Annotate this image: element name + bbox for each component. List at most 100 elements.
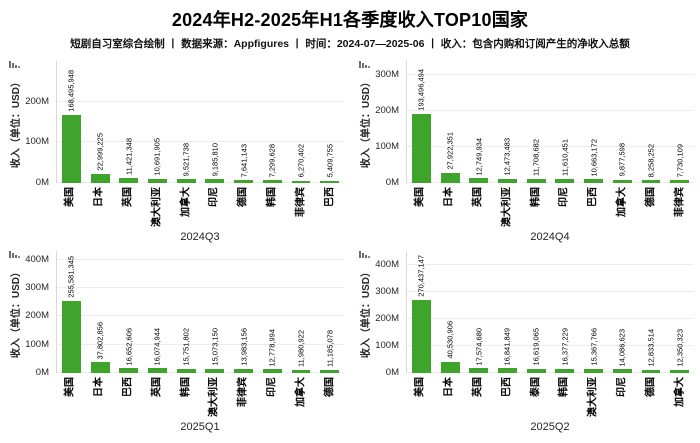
category-label-加拿大: 加拿大 xyxy=(674,377,686,407)
quarter-label: 2025Q1 xyxy=(180,421,220,433)
category-slot: 美国 xyxy=(56,375,85,419)
category-label-德国: 德国 xyxy=(237,187,249,207)
category-label-澳大利亚: 澳大利亚 xyxy=(501,187,513,227)
quarter-label: 2024Q3 xyxy=(180,231,220,243)
mini-dot xyxy=(18,66,20,68)
bar-德国 xyxy=(320,369,340,373)
bar-value-label: 11,421,348 xyxy=(124,138,134,176)
bar-美国 xyxy=(61,300,81,373)
bar-加拿大 xyxy=(670,369,690,373)
y-ticks: 0M 100M 200M 300M 400M xyxy=(350,251,402,377)
bar-英国 xyxy=(469,368,489,373)
y-tick-label: 200M xyxy=(375,105,399,117)
bars-row: 255,581,345 37,802,856 16,652,606 16,074,94… xyxy=(57,251,344,373)
mini-dot xyxy=(368,256,370,258)
y-ticks: 0M 100M 200M 300M 400M xyxy=(0,251,52,378)
bar-slot: 10,663,172 xyxy=(579,61,608,183)
category-label-韩国: 韩国 xyxy=(180,377,192,397)
bar-slot: 27,922,351 xyxy=(436,61,465,183)
bar-泰国 xyxy=(526,368,546,373)
bar-value-label: 9,521,738 xyxy=(181,142,191,177)
bar-slot: 16,377,229 xyxy=(551,251,580,373)
category-label-巴西: 巴西 xyxy=(122,377,134,397)
bar-value-label: 11,185,078 xyxy=(325,329,335,367)
category-label-巴西: 巴西 xyxy=(501,377,513,397)
page-subtitle: 短剧自习室综合绘制 丨 数据来源：Appfigures 丨 时间：2024-07… xyxy=(70,38,630,50)
bar-英国 xyxy=(147,368,167,373)
plot-area-2024Q4: 193,496,494 27,922,351 12,749,934 12,473,48… xyxy=(406,61,694,183)
bar-value-label: 6,270,402 xyxy=(296,144,306,178)
y-tick-label: 0M xyxy=(385,367,399,378)
bar-value-label: 27,922,351 xyxy=(445,132,455,170)
y-axis-spine xyxy=(56,61,57,183)
bar-value-label: 12,833,514 xyxy=(646,328,656,367)
gridline xyxy=(56,343,344,345)
y-tick-label: 0M xyxy=(385,177,399,188)
mini-bar xyxy=(15,65,17,68)
gridline xyxy=(56,141,344,143)
bar-value-label: 11,610,451 xyxy=(560,138,570,176)
bar-slot: 22,999,225 xyxy=(86,61,115,183)
category-slot: 日本 xyxy=(435,375,464,419)
bar-slot: 11,980,922 xyxy=(287,251,316,373)
mini-bar-chart-icon xyxy=(9,59,21,68)
bar-slot: 11,421,348 xyxy=(114,61,143,183)
y-tick-label: 0M xyxy=(35,367,49,378)
bars-row: 193,496,494 27,922,351 12,749,934 12,473,48… xyxy=(407,61,694,183)
subplot-2025Q1: 收入（单位：USD） 255,581,345 37,802,856 16,652,60… xyxy=(0,245,350,443)
y-tick-label: 100M xyxy=(375,141,399,153)
bar-美国 xyxy=(411,299,431,373)
category-label-英国: 英国 xyxy=(472,187,484,207)
bar-日本 xyxy=(440,173,460,183)
bar-value-label: 15,367,766 xyxy=(589,328,599,366)
y-tick-label: 100M xyxy=(25,136,49,148)
bar-slot: 9,185,810 xyxy=(201,61,230,183)
gridline xyxy=(406,344,694,346)
gridline xyxy=(406,110,694,112)
gridline xyxy=(56,258,344,260)
category-slot: 巴西 xyxy=(315,185,344,229)
bar-slot: 270,437,147 xyxy=(407,251,436,373)
bar-slot: 14,086,623 xyxy=(608,251,637,373)
bar-韩国 xyxy=(555,368,575,373)
bar-slot: 9,521,738 xyxy=(172,61,201,183)
bar-value-label: 16,652,606 xyxy=(124,327,134,366)
y-tick-label: 300M xyxy=(25,281,49,293)
bar-slot: 8,258,252 xyxy=(637,61,666,183)
y-tick-label: 200M xyxy=(375,312,399,324)
bar-韩国 xyxy=(526,178,546,183)
category-label-澳大利亚: 澳大利亚 xyxy=(587,377,599,417)
bar-韩国 xyxy=(176,368,196,373)
bar-value-label: 168,495,948 xyxy=(66,69,76,112)
bar-slot: 11,185,078 xyxy=(315,251,344,373)
category-label-美国: 美国 xyxy=(64,187,76,207)
bar-澳大利亚 xyxy=(497,178,517,183)
bar-slot: 15,751,802 xyxy=(172,251,201,373)
bar-澳大利亚 xyxy=(584,368,604,373)
bar-value-label: 16,841,849 xyxy=(502,327,512,366)
y-ticks: 0M 100M 200M 300M xyxy=(350,61,402,188)
bar-value-label: 11,980,922 xyxy=(296,329,306,367)
bar-巴西 xyxy=(584,179,604,183)
y-tick-label: 400M xyxy=(375,258,399,270)
bar-value-label: 15,751,802 xyxy=(181,327,191,366)
subplot-2025Q2: 收入（单位：USD） 270,437,147 40,530,906 17,574,68… xyxy=(350,245,700,443)
bar-澳大利亚 xyxy=(147,178,167,183)
bar-slot: 255,581,345 xyxy=(57,251,86,373)
category-label-韩国: 韩国 xyxy=(266,187,278,207)
bar-slot: 5,409,755 xyxy=(315,61,344,183)
category-slot: 印尼 xyxy=(200,185,229,229)
bar-德国 xyxy=(234,179,254,183)
bar-加拿大 xyxy=(612,179,632,183)
plot-area-2024Q3: 168,495,948 22,999,225 11,421,348 10,691,90… xyxy=(56,61,344,183)
bar-slot: 40,530,906 xyxy=(436,251,465,373)
bar-日本 xyxy=(90,362,110,373)
bar-slot: 7,641,143 xyxy=(229,61,258,183)
bar-value-label: 10,663,172 xyxy=(589,138,599,177)
bar-slot: 16,619,065 xyxy=(522,251,551,373)
bar-value-label: 16,074,944 xyxy=(152,327,162,366)
category-label-菲律宾: 菲律宾 xyxy=(674,187,686,217)
bar-巴西 xyxy=(119,368,139,373)
category-slot: 美国 xyxy=(56,185,85,229)
bar-value-label: 22,999,225 xyxy=(95,133,105,171)
